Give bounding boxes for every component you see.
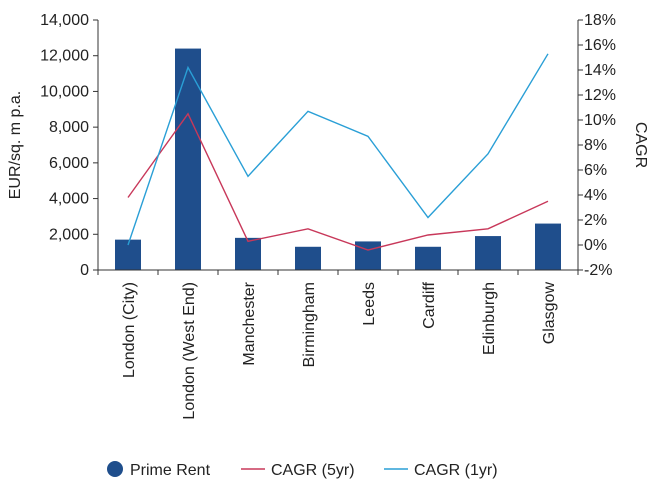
left-tick-label: 2,000: [49, 226, 89, 243]
legend-label-cagr-1yr: CAGR (1yr): [414, 462, 498, 479]
left-tick-label: 6,000: [49, 155, 89, 172]
right-tick-label: 8%: [584, 137, 607, 154]
right-tick-label: 10%: [584, 112, 616, 129]
legend: Prime Rent CAGR (5yr) CAGR (1yr): [107, 461, 498, 479]
right-tick-label: 18%: [584, 12, 616, 29]
right-tick-label: 16%: [584, 37, 616, 54]
y2-axis-title: CAGR: [632, 122, 649, 168]
left-tick-label: 8,000: [49, 119, 89, 136]
category-label: Glasgow: [541, 282, 558, 345]
category-label: London (City): [121, 282, 138, 378]
bar-prime-rent: [475, 236, 501, 270]
left-tick-label: 4,000: [49, 191, 89, 208]
category-label: Edinburgh: [481, 282, 498, 355]
legend-label-cagr-5yr: CAGR (5yr): [271, 462, 355, 479]
bar-prime-rent: [535, 223, 561, 270]
line-cagr-1yr: [127, 53, 549, 246]
category-label: Cardiff: [421, 281, 438, 328]
right-tick-label: 2%: [584, 212, 607, 229]
right-tick-label: -2%: [584, 262, 612, 279]
lines-group: [127, 53, 549, 251]
bar-prime-rent: [355, 241, 381, 270]
bar-prime-rent: [415, 246, 441, 270]
line-cagr-5yr: [127, 112, 549, 251]
right-tick-label: 14%: [584, 62, 616, 79]
axes-group: [93, 19, 583, 275]
right-tick-label: 6%: [584, 162, 607, 179]
left-tick-label: 14,000: [40, 12, 89, 29]
left-tick-label: 12,000: [40, 48, 89, 65]
category-label: Manchester: [241, 281, 258, 365]
legend-swatch-prime-rent: [107, 461, 123, 477]
bars-group: [115, 48, 561, 271]
y-axis-title: EUR/sq. m p.a.: [7, 91, 24, 199]
bar-prime-rent: [235, 237, 261, 270]
category-label: Leeds: [361, 282, 378, 326]
category-labels: London (City) London (West End) Manchester…: [121, 281, 558, 419]
left-tick-label: 0: [80, 262, 89, 279]
category-label: Birmingham: [301, 282, 318, 367]
right-tick-labels: -2% 0% 2% 4% 6% 8% 10% 12% 14% 16% 18%: [584, 12, 616, 279]
legend-label-prime-rent: Prime Rent: [130, 462, 211, 479]
left-tick-labels: 0 2,000 4,000 6,000 8,000 10,000 12,000 14,000: [40, 12, 89, 279]
category-label: London (West End): [181, 282, 198, 420]
left-tick-label: 10,000: [40, 83, 89, 100]
right-tick-label: 12%: [584, 87, 616, 104]
right-tick-label: 0%: [584, 237, 607, 254]
bar-prime-rent: [295, 246, 321, 270]
right-tick-label: 4%: [584, 187, 607, 204]
bar-prime-rent: [175, 48, 201, 271]
